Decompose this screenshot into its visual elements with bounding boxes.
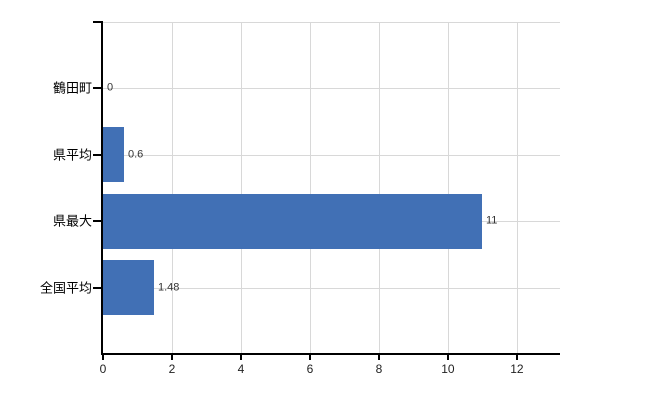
x-tick-label-4: 4	[237, 362, 245, 376]
bar-1	[103, 127, 124, 182]
category-label-3: 全国平均	[39, 280, 92, 296]
y-axis-tick-0	[93, 87, 102, 89]
x-axis-tick-6	[308, 355, 311, 360]
value-label-1: 0.6	[128, 148, 144, 161]
y-axis-line	[101, 21, 103, 355]
value-label-3: 1.48	[158, 281, 180, 294]
x-axis-tick-4	[239, 355, 242, 360]
x-tick-label-8: 8	[375, 362, 383, 376]
category-label-1: 県平均	[52, 147, 92, 163]
x-axis-tick-8	[377, 355, 380, 360]
v-gridline-12	[516, 22, 518, 354]
bar-3	[103, 260, 154, 315]
v-gridline-8	[378, 22, 380, 354]
h-gridline-1	[103, 155, 560, 156]
category-label-0: 鶴田町	[52, 80, 92, 96]
v-gridline-10	[447, 22, 449, 354]
x-tick-label-0: 0	[99, 362, 107, 376]
category-label-2: 県最大	[52, 213, 92, 229]
x-tick-label-12: 12	[510, 362, 524, 376]
v-gridline-6	[309, 22, 311, 354]
x-axis-line	[101, 353, 560, 355]
x-tick-label-6: 6	[306, 362, 314, 376]
h-gridline-3	[103, 288, 560, 289]
h-gridline-0	[103, 88, 560, 89]
x-axis-tick-0	[102, 355, 104, 360]
x-axis-tick-2	[170, 355, 173, 360]
x-tick-label-10: 10	[441, 362, 455, 376]
x-axis-tick-10	[446, 355, 449, 360]
bar-2	[103, 194, 482, 249]
x-axis-tick-12	[515, 355, 518, 360]
v-gridline-2	[171, 22, 173, 354]
value-label-2: 11	[486, 214, 498, 227]
value-label-0: 0	[107, 81, 114, 94]
y-axis-tick-1	[93, 154, 102, 156]
x-tick-label-2: 2	[168, 362, 176, 376]
y-axis-tick-3	[93, 287, 102, 289]
v-gridline-4	[240, 22, 242, 354]
y-axis-top-tick	[93, 21, 102, 23]
y-axis-tick-2	[93, 220, 102, 222]
plot-area	[103, 22, 560, 355]
